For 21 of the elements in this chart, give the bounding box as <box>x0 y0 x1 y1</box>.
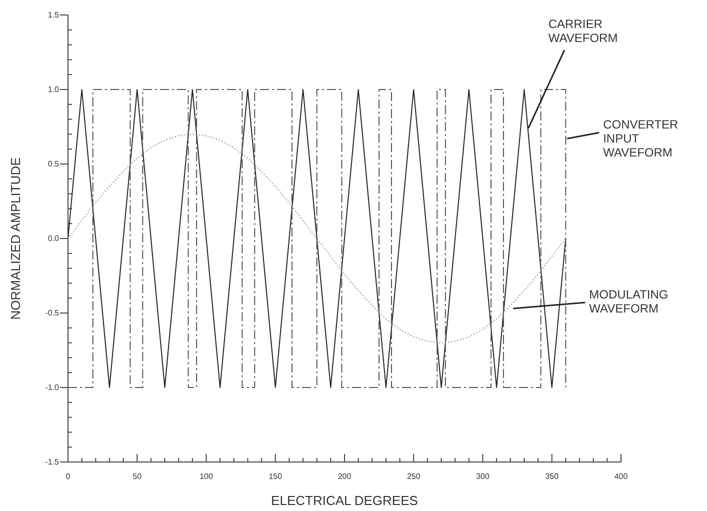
annotation: CARRIER WAVEFORM <box>548 17 618 46</box>
x-tick-label: 400 <box>614 472 628 481</box>
annotation: CONVERTER INPUT WAVEFORM <box>603 118 679 160</box>
y-tick-label: 1.0 <box>48 85 60 94</box>
x-tick-label: 350 <box>545 472 560 481</box>
x-tick-label: 300 <box>476 472 490 481</box>
y-tick-label: 0.5 <box>48 160 60 169</box>
y-tick-label: -1.0 <box>45 383 60 392</box>
x-tick-label: 200 <box>338 472 352 481</box>
x-tick-label: 150 <box>268 472 283 481</box>
y-tick-label: 0.0 <box>48 234 60 244</box>
y-tick-label: -1.5 <box>45 458 60 467</box>
x-tick-label: 50 <box>132 472 142 481</box>
y-tick-label: -0.5 <box>45 308 60 318</box>
x-axis-title: ELECTRICAL DEGREES <box>271 493 418 508</box>
y-tick-label: 1.5 <box>48 10 60 20</box>
y-axis-title: NORMALIZED AMPLITUDE <box>8 156 23 320</box>
x-tick-label: 250 <box>406 472 421 481</box>
x-tick-label: 100 <box>200 472 214 481</box>
x-tick-label: 0 <box>66 472 71 481</box>
annotation: MODULATING WAVEFORM <box>589 288 668 316</box>
